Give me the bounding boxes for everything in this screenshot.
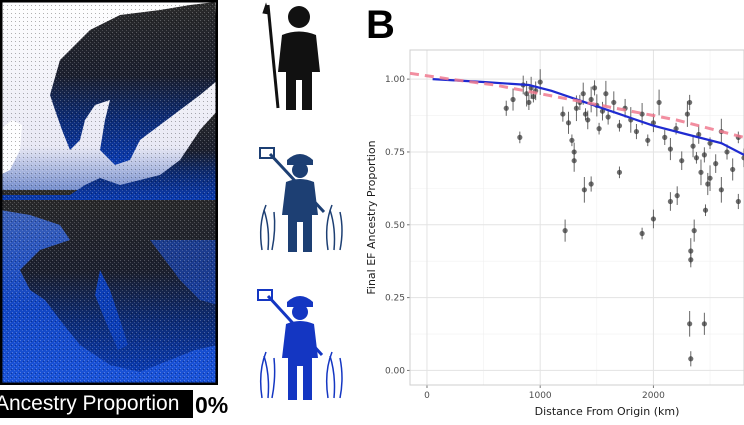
data-point	[673, 126, 679, 132]
data-point	[596, 126, 602, 132]
data-point	[690, 143, 696, 149]
population-figures	[240, 0, 350, 420]
data-point	[645, 137, 651, 143]
y-tick-label: 0.25	[385, 294, 405, 304]
data-point	[687, 321, 693, 327]
y-tick-label: 0.00	[385, 366, 405, 376]
data-point	[724, 149, 730, 155]
data-point	[639, 111, 645, 117]
data-point	[702, 207, 709, 213]
y-tick-label: 0.75	[385, 148, 405, 158]
data-point	[616, 123, 623, 129]
data-point	[698, 169, 704, 175]
data-point	[667, 146, 674, 152]
data-point	[701, 321, 707, 327]
data-point	[588, 96, 594, 103]
data-point	[741, 155, 744, 161]
data-point	[674, 193, 680, 199]
data-point	[560, 111, 566, 117]
x-axis-title: Distance From Origin (km)	[535, 405, 680, 418]
y-tick-label: 1.00	[385, 75, 405, 85]
data-point	[656, 99, 662, 106]
data-point	[639, 230, 645, 237]
data-point	[503, 105, 509, 111]
y-tick-label: 0.50	[385, 221, 405, 231]
data-point	[611, 99, 617, 106]
data-point	[688, 248, 694, 254]
data-point	[633, 128, 640, 135]
dashed-trend-line	[409, 71, 744, 139]
landmass	[0, 0, 218, 385]
data-point	[580, 91, 586, 97]
data-point	[735, 198, 741, 205]
data-point	[687, 99, 693, 106]
data-point	[588, 181, 594, 187]
data-point	[571, 149, 577, 155]
data-point	[605, 114, 611, 120]
hunter-gatherer-icon	[262, 2, 320, 110]
data-point	[696, 131, 702, 138]
europe-ancestry-map	[0, 0, 219, 386]
data-point	[537, 79, 543, 85]
grid	[410, 50, 744, 385]
data-point	[730, 166, 736, 173]
y-axis-title: Final EF Ancestry Proportion	[365, 140, 378, 294]
data-point	[667, 198, 674, 205]
legend-min-label: 0%	[195, 392, 229, 418]
data-point	[688, 257, 694, 263]
data-point	[510, 96, 516, 103]
data-point	[530, 94, 537, 100]
data-point	[517, 134, 523, 140]
plot-frame	[409, 49, 744, 386]
x-tick-label: 1000	[529, 391, 552, 401]
data-point	[616, 169, 623, 175]
data-point	[573, 105, 580, 111]
data-point	[693, 155, 700, 161]
map-svg	[0, 0, 219, 386]
data-point	[526, 99, 532, 106]
data-point	[707, 140, 713, 146]
data-point	[684, 111, 690, 117]
data-point	[582, 111, 589, 117]
data-point	[562, 228, 568, 234]
axes: 0.00 0.25 0.50 0.75 1.00 0 1000 2000	[385, 49, 744, 401]
chart-svg: 0.00 0.25 0.50 0.75 1.00 0 1000 2000 Distance F…	[365, 49, 744, 418]
data-point	[707, 175, 713, 181]
data-point	[603, 91, 609, 97]
data-point	[662, 134, 668, 140]
data-point	[718, 187, 724, 193]
data-point	[585, 117, 591, 123]
map-frame	[0, 0, 219, 386]
data-point	[591, 85, 598, 91]
data-point	[581, 187, 587, 193]
farmer-icon	[259, 147, 343, 252]
data-point	[701, 152, 707, 158]
trend-lines	[409, 71, 744, 156]
farmer-icon	[257, 289, 343, 400]
x-tick-label: 0	[424, 391, 430, 401]
data-point	[691, 228, 697, 234]
data-point	[713, 161, 719, 167]
data-point	[688, 356, 694, 362]
fitted-trend-line	[432, 78, 744, 156]
data-point	[569, 137, 575, 143]
data-point	[524, 91, 530, 97]
data-point	[650, 216, 657, 222]
data-point	[705, 181, 711, 187]
panel-letter: B	[366, 3, 395, 47]
ancestry-scatter-chart: 0.00 0.25 0.50 0.75 1.00 0 1000 2000 Distance F…	[350, 40, 744, 420]
data-point	[599, 108, 606, 114]
figures-svg	[257, 2, 343, 400]
legend-ancestry-bar: Ancestry Proportion	[0, 390, 193, 418]
x-tick-label: 2000	[642, 391, 665, 401]
data-point	[571, 158, 577, 164]
data-point	[565, 120, 572, 126]
data-point	[679, 158, 685, 164]
